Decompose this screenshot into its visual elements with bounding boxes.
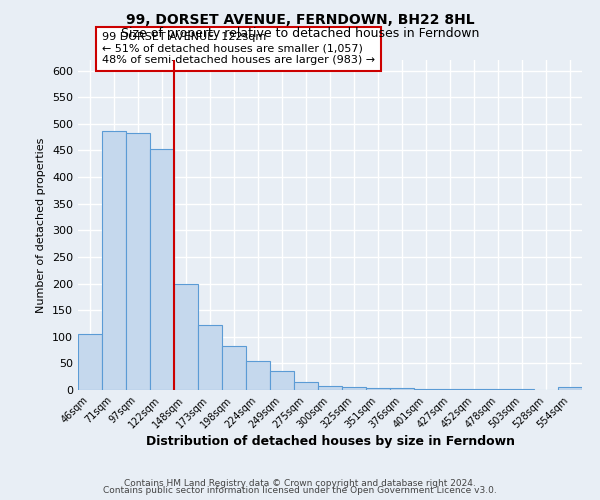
Bar [558, 388, 582, 390]
Bar [222, 346, 246, 390]
Bar [318, 386, 342, 390]
Bar [126, 133, 150, 390]
Text: 99, DORSET AVENUE, FERNDOWN, BH22 8HL: 99, DORSET AVENUE, FERNDOWN, BH22 8HL [125, 12, 475, 26]
Bar [246, 360, 270, 390]
Text: Contains public sector information licensed under the Open Government Licence v3: Contains public sector information licen… [103, 486, 497, 495]
Bar [102, 131, 126, 390]
Bar [198, 325, 222, 390]
Bar [174, 284, 198, 390]
Bar [390, 388, 414, 390]
Bar [150, 150, 174, 390]
Bar [366, 388, 390, 390]
Text: Contains HM Land Registry data © Crown copyright and database right 2024.: Contains HM Land Registry data © Crown c… [124, 478, 476, 488]
Text: Size of property relative to detached houses in Ferndown: Size of property relative to detached ho… [121, 28, 479, 40]
X-axis label: Distribution of detached houses by size in Ferndown: Distribution of detached houses by size … [146, 436, 515, 448]
Bar [270, 372, 294, 390]
Text: 99 DORSET AVENUE: 122sqm
← 51% of detached houses are smaller (1,057)
48% of sem: 99 DORSET AVENUE: 122sqm ← 51% of detach… [102, 32, 375, 66]
Bar [342, 388, 366, 390]
Bar [294, 382, 318, 390]
Bar [414, 389, 438, 390]
Bar [78, 334, 102, 390]
Y-axis label: Number of detached properties: Number of detached properties [37, 138, 46, 312]
